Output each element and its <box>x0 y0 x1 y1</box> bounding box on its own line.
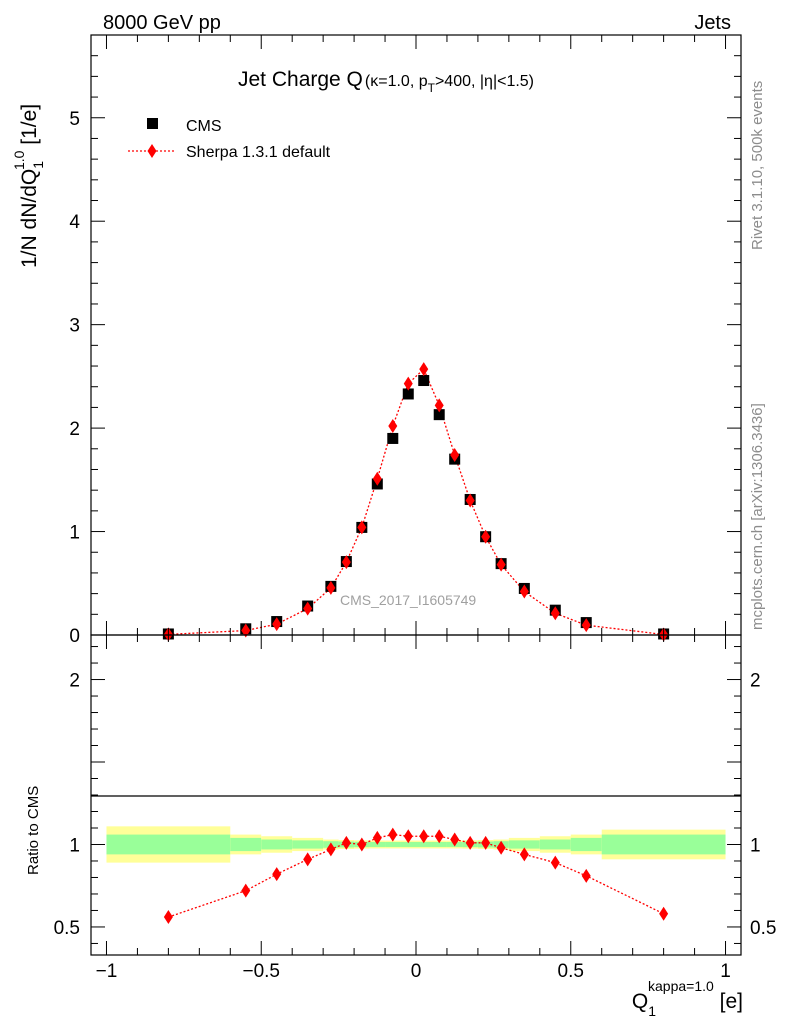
data-markers <box>162 362 670 925</box>
sherpa-data-point <box>581 618 591 633</box>
sherpa-ratio-point <box>450 832 460 847</box>
sherpa-ratio-point <box>241 883 251 898</box>
ratio-band-inner <box>508 840 540 849</box>
ratio-band-inner <box>400 842 416 847</box>
ratio-y-axis-label: Ratio to CMS <box>25 786 42 875</box>
sherpa-ratio-point <box>434 829 444 844</box>
ratio-band-inner <box>292 840 324 849</box>
main-y-tick-label: 1 <box>69 523 80 544</box>
main-y-tick-label: 5 <box>69 109 80 130</box>
cms-data-point <box>433 409 445 421</box>
sherpa-ratio-point <box>388 827 398 842</box>
mcplots-label: mcplots.cern.ch [arXiv:1306.3436] <box>749 403 766 630</box>
cms-data-point <box>387 432 399 444</box>
ratio-band-inner <box>416 842 432 847</box>
ratio-y-tick-label-right: 0.5 <box>750 918 776 939</box>
sherpa-ratio-point <box>419 829 429 844</box>
sherpa-data-point <box>465 493 475 508</box>
x-tick-label: 0 <box>411 961 422 982</box>
sherpa-ratio-point <box>465 835 475 850</box>
sherpa-data-point <box>481 529 491 544</box>
sherpa-data-point <box>357 520 367 535</box>
legend: CMS Sherpa 1.3.1 default <box>128 118 331 161</box>
tick-labels: −1 −0.5 0 0.5 1 0 1 2 3 4 5 0.5 0.5 1 1 2 2 <box>54 109 777 982</box>
ratio-band-inner <box>539 839 571 850</box>
ratio-uncertainty-bands <box>106 826 726 863</box>
sherpa-ratio-point <box>303 852 313 867</box>
sherpa-ratio-point <box>372 830 382 845</box>
chart-title: Jet Charge Q (κ=1.0, pT>400, |η|<1.5) <box>238 68 534 95</box>
sherpa-data-point <box>450 448 460 462</box>
ratio-band-inner <box>601 834 726 855</box>
ratio-y-tick-label: 2 <box>69 671 80 692</box>
sherpa-data-point <box>496 557 506 572</box>
sherpa-ratio-point <box>481 835 491 850</box>
sherpa-data-point <box>403 376 413 391</box>
x-tick-label: −1 <box>96 961 118 982</box>
analysis-watermark: CMS_2017_I1605749 <box>340 592 476 608</box>
ratio-y-tick-label-right: 1 <box>750 835 761 856</box>
main-y-tick-label: 3 <box>69 316 80 337</box>
cms-data-point <box>402 388 414 400</box>
x-tick-label: −0.5 <box>242 961 280 982</box>
x-tick-label: 0.5 <box>558 961 584 982</box>
ratio-band-inner <box>431 842 447 847</box>
rivet-version-label: Rivet 3.1.10, 500k events <box>749 81 766 250</box>
main-y-tick-label: 2 <box>69 419 80 440</box>
sherpa-ratio-point <box>341 835 351 850</box>
axis-ticks <box>91 35 741 955</box>
sherpa-ratio-point <box>326 842 336 857</box>
sherpa-ratio-point <box>272 867 282 882</box>
header-right-label: Jets <box>694 12 731 34</box>
main-y-tick-label: 0 <box>69 626 80 647</box>
legend-cms-marker <box>147 118 158 129</box>
ratio-y-tick-label: 1 <box>69 835 80 856</box>
main-y-tick-label: 4 <box>69 212 80 233</box>
x-axis-label: Q1kappa=1.0 [e] <box>632 978 743 1019</box>
sherpa-data-point <box>272 617 282 632</box>
sherpa-ratio-point <box>581 868 591 883</box>
ratio-band-inner <box>385 842 401 847</box>
sherpa-data-point <box>241 623 251 638</box>
sherpa-ratio-point <box>403 829 413 844</box>
ratio-band-inner <box>261 839 293 850</box>
sherpa-ratio-point <box>163 910 173 925</box>
ratio-y-tick-label: 0.5 <box>54 918 80 939</box>
ratio-band-inner <box>106 834 231 855</box>
ratio-band-inner <box>230 837 262 852</box>
ratio-band-inner <box>570 837 602 852</box>
x-tick-label: 1 <box>720 961 731 982</box>
cms-data-point <box>418 375 430 387</box>
ratio-plot-frame <box>90 634 742 956</box>
legend-sherpa-label: Sherpa 1.3.1 default <box>186 144 331 161</box>
legend-cms-label: CMS <box>186 118 222 135</box>
sherpa-data-point <box>419 362 429 377</box>
sherpa-data-point <box>519 584 529 599</box>
sherpa-data-point <box>550 606 560 621</box>
sherpa-ratio-point <box>357 837 367 852</box>
sherpa-line-ratio <box>168 833 664 918</box>
header-left-label: 8000 GeV pp <box>103 12 221 34</box>
ratio-y-tick-label-right: 2 <box>750 671 761 692</box>
sherpa-data-point <box>372 471 382 486</box>
sherpa-data-point <box>303 601 313 616</box>
sherpa-ratio-point <box>496 840 506 855</box>
sherpa-data-point <box>434 398 444 413</box>
sherpa-ratio-point <box>550 855 560 870</box>
main-y-axis-label: 1/N dN/dQ11.0 [1/e] <box>11 104 46 268</box>
sherpa-ratio-point <box>519 847 529 862</box>
legend-sherpa-marker <box>147 144 157 158</box>
sherpa-data-point <box>341 555 351 570</box>
sherpa-data-point <box>388 419 398 434</box>
sherpa-ratio-point <box>659 906 669 921</box>
sherpa-data-point <box>326 580 336 595</box>
